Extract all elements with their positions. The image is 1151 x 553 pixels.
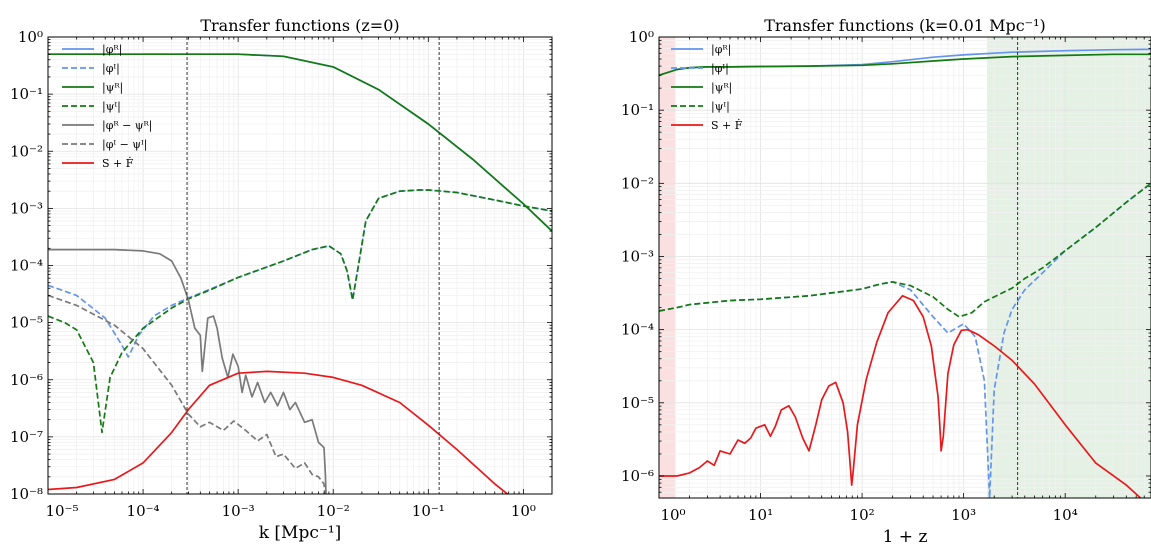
y-tick-label: 10⁻¹ — [10, 85, 43, 103]
chart-title: Transfer functions (z=0) — [200, 16, 399, 35]
x-tick-label: 10³ — [951, 506, 976, 524]
legend-label: |ψᴵ| — [102, 100, 121, 114]
chart-panel-2: 10⁰ 10¹ 10² 10³ 10⁴ 10⁻⁶ 10⁻⁵ 10⁻⁴ 10⁻³ 10⁻² 10⁻¹ 1… — [621, 16, 1151, 547]
y-tick-label: 10⁰ — [18, 28, 43, 46]
legend-label: |ψᴵ| — [711, 100, 730, 114]
series-line-3 — [659, 53, 1151, 77]
x-tick-label: 10⁻⁵ — [45, 502, 78, 520]
x-tick-label: 10⁻⁴ — [127, 502, 160, 520]
x-tick-label: 10⁻² — [317, 502, 350, 520]
legend-label: |ψᴿ| — [102, 81, 123, 95]
series-group — [659, 48, 1151, 498]
x-tick-label: 10⁰ — [660, 506, 685, 524]
x-tick-label: 10² — [850, 506, 875, 524]
series-line-7 — [48, 370, 509, 494]
legend: |φᴿ| |φᴵ| |ψᴿ| |ψᴵ| S + Ḟ — [671, 43, 743, 132]
grid — [659, 37, 1151, 498]
legend-label: |ψᴿ| — [711, 81, 732, 95]
x-axis-label: 1 + z — [883, 527, 928, 547]
y-tick-label: 10⁻² — [10, 142, 43, 160]
y-tick-label: 10⁻² — [621, 174, 654, 192]
y-tick-label: 10⁻⁷ — [10, 428, 43, 446]
series-line-5 — [48, 248, 327, 494]
y-tick-label: 10⁰ — [629, 28, 654, 46]
series-line-3 — [48, 53, 552, 232]
x-axis-label: k [Mpc⁻¹] — [259, 523, 342, 543]
y-tick-label: 10⁻⁶ — [621, 467, 654, 485]
series-line-2 — [48, 189, 552, 358]
series-line-5 — [659, 294, 1142, 498]
x-tick-label: 10⁰ — [511, 502, 536, 520]
x-tick-label: 10⁻¹ — [412, 502, 445, 520]
grid — [48, 37, 552, 494]
y-tick-label: 10⁻⁵ — [621, 394, 654, 412]
legend-label: S + Ḟ — [102, 156, 134, 170]
y-tick-label: 10⁻⁶ — [10, 371, 43, 389]
legend: |φᴿ| |φᴵ| |ψᴿ| |ψᴵ| |φᴿ − ψᴿ| |φᴵ − ψᴵ| S + Ḟ — [62, 43, 152, 170]
y-tick-label: 10⁻⁴ — [10, 257, 43, 275]
legend-label: |φᴿ| — [102, 43, 122, 57]
y-tick-label: 10⁻³ — [621, 247, 654, 265]
chart-panel-1: 10⁻⁵ 10⁻⁴ 10⁻³ 10⁻² 10⁻¹ 10⁰ 10⁻⁸ 10⁻⁷ 10⁻⁶ 10⁻⁵ 1… — [10, 16, 553, 543]
legend-label: |φᴵ| — [102, 62, 120, 76]
y-tick-label: 10⁻⁴ — [621, 321, 654, 339]
chart-title: Transfer functions (k=0.01 Mpc⁻¹) — [764, 16, 1046, 35]
legend-label: |φᴵ − ψᴵ| — [102, 138, 147, 152]
y-tick-label: 10⁻¹ — [621, 101, 654, 119]
legend-label: |φᴿ − ψᴿ| — [102, 119, 152, 133]
y-tick-label: 10⁻⁸ — [10, 485, 43, 503]
series-line-6 — [48, 294, 326, 494]
x-tick-label: 10⁴ — [1053, 506, 1078, 524]
legend-label: S + Ḟ — [711, 118, 743, 132]
x-tick-label: 10¹ — [748, 506, 773, 524]
y-tick-label: 10⁻³ — [10, 199, 43, 217]
y-tick-label: 10⁻⁵ — [10, 314, 43, 332]
x-tick-label: 10⁻³ — [222, 502, 255, 520]
legend-label: |φᴵ| — [711, 62, 729, 76]
series-line-4 — [48, 189, 552, 434]
legend-label: |φᴿ| — [711, 43, 731, 57]
series-line-4 — [659, 182, 1151, 318]
series-group — [48, 53, 552, 494]
